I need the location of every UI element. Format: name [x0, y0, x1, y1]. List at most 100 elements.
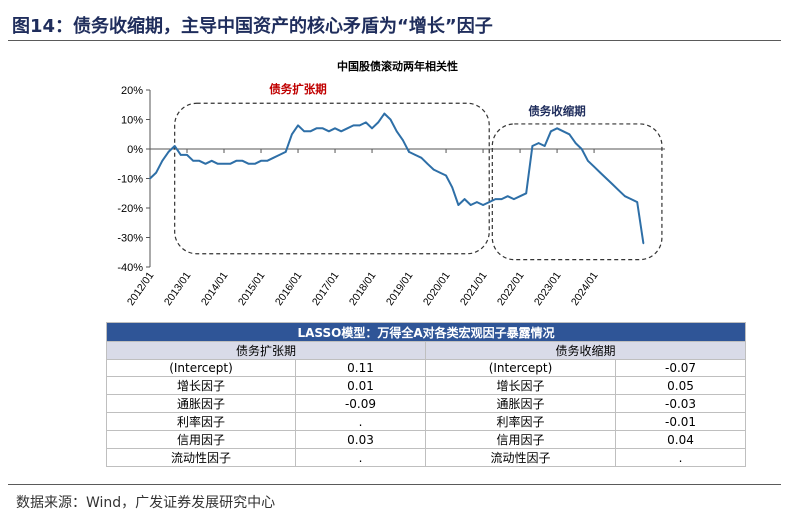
figure-title: 图14：债务收缩期，主导中国资产的核心矛盾为“增长”因子: [12, 16, 493, 37]
y-tick-label: -20%: [117, 203, 143, 215]
table-row: (Intercept) 0.11 (Intercept) -0.07: [106, 359, 747, 377]
x-tick-label: 2023/01: [532, 270, 564, 308]
data-point: [550, 130, 552, 133]
data-point: [476, 201, 478, 203]
data-point: [328, 130, 330, 133]
data-point: [291, 133, 293, 136]
data-point: [260, 160, 262, 162]
figure-header: 图14：债务收缩期，主导中国资产的核心矛盾为“增长”因子: [8, 6, 781, 44]
y-tick-label: 0%: [127, 144, 143, 156]
x-tick-label: 2014/01: [199, 270, 231, 308]
factor-name-contraction: 通胀因子: [425, 394, 616, 413]
data-point: [642, 242, 645, 245]
factor-value-contraction: -0.03: [614, 394, 747, 413]
data-point: [247, 162, 250, 165]
factor-value-contraction: 0.04: [614, 430, 747, 449]
y-tick-label: -40%: [117, 262, 143, 274]
data-point: [365, 121, 367, 124]
data-point: [445, 174, 447, 177]
data-point: [155, 171, 157, 174]
annotation-debt-expansion: 债务扩张期: [269, 82, 327, 96]
data-point: [556, 127, 558, 130]
data-point: [500, 198, 503, 200]
data-point: [315, 127, 318, 130]
data-point: [605, 177, 608, 180]
data-point: [636, 201, 639, 203]
data-point: [402, 139, 404, 141]
data-point: [173, 145, 176, 147]
table-row: 增长因子 0.01 增长因子 0.05: [106, 376, 747, 395]
top-divider: [8, 40, 781, 41]
data-point: [186, 154, 188, 156]
data-point: [432, 168, 435, 171]
data-point: [383, 112, 386, 115]
data-point: [204, 162, 207, 165]
y-tick-label: -10%: [117, 174, 143, 186]
data-point: [531, 145, 534, 147]
x-tick-label: 2019/01: [384, 270, 416, 308]
factor-name-expansion: (Intercept): [106, 359, 296, 377]
data-point: [482, 204, 484, 206]
data-point: [525, 192, 528, 195]
data-point: [519, 195, 521, 197]
factor-name-expansion: 流动性因子: [106, 448, 296, 467]
data-point: [587, 160, 589, 162]
factor-name-contraction: 流动性因子: [425, 448, 616, 467]
factor-name-expansion: 利率因子: [106, 412, 296, 431]
data-point: [217, 162, 219, 165]
source-note: 数据来源：Wind，广发证券发展研究中心: [16, 495, 276, 511]
correlation-line-chart: 中国股债滚动两年相关性 20% 10% 0% -10% -20% -30% -40%2012/…: [117, 59, 665, 308]
bottom-divider: [8, 484, 781, 485]
data-point: [611, 183, 614, 186]
data-point: [346, 127, 349, 130]
data-point: [192, 160, 194, 162]
data-point: [457, 204, 460, 206]
x-tick-label: 2022/01: [495, 270, 527, 308]
data-point: [439, 171, 441, 174]
x-tick-label: 2021/01: [458, 270, 490, 308]
data-point: [223, 162, 225, 165]
data-point: [630, 198, 632, 200]
data-point: [506, 195, 509, 197]
data-point: [278, 154, 281, 156]
x-tick-label: 2024/01: [569, 270, 601, 308]
data-point: [167, 151, 170, 153]
data-point: [488, 201, 491, 203]
factor-name-expansion: 通胀因子: [106, 394, 296, 413]
data-point: [494, 198, 497, 200]
table-row: 通胀因子 -0.09 通胀因子 -0.03: [106, 394, 747, 413]
table-header-expansion: 债务扩张期: [106, 341, 426, 360]
factor-value-expansion: .: [295, 448, 426, 467]
factor-name-expansion: 信用因子: [106, 430, 296, 449]
data-point: [321, 127, 324, 130]
x-tick-label: 2017/01: [310, 270, 342, 308]
x-tick-label: 2018/01: [347, 270, 379, 308]
table-row: 利率因子. 利率因子 -0.01: [106, 412, 747, 431]
data-point: [414, 154, 417, 156]
data-point: [235, 160, 238, 162]
y-tick-label: 20%: [121, 85, 143, 97]
data-point: [254, 162, 256, 165]
x-tick-label: 2020/01: [421, 270, 453, 308]
data-point: [358, 124, 361, 127]
factor-name-expansion: 增长因子: [106, 376, 296, 395]
data-point: [180, 154, 182, 156]
data-point: [297, 124, 299, 127]
data-point: [266, 160, 268, 162]
data-point: [161, 160, 164, 162]
data-point: [469, 204, 472, 206]
data-point: [574, 142, 577, 144]
chart-root: 中国股债滚动两年相关性 20% 10% 0% -10% -20% -30% -40%2012/…: [117, 59, 665, 308]
chart-title: 中国股债滚动两年相关性: [337, 59, 458, 73]
data-point: [463, 198, 466, 200]
factor-value-expansion: .: [295, 412, 426, 431]
factor-name-contraction: (Intercept): [425, 359, 616, 377]
factor-value-contraction: 0.05: [614, 376, 747, 395]
data-point: [451, 186, 454, 189]
correlation-series-line: [149, 112, 645, 244]
data-point: [408, 151, 410, 153]
x-tick-label: 2015/01: [236, 270, 268, 308]
debt-contraction-box: [491, 123, 663, 261]
data-point: [272, 157, 275, 159]
factor-value-expansion: 0.03: [295, 430, 426, 449]
